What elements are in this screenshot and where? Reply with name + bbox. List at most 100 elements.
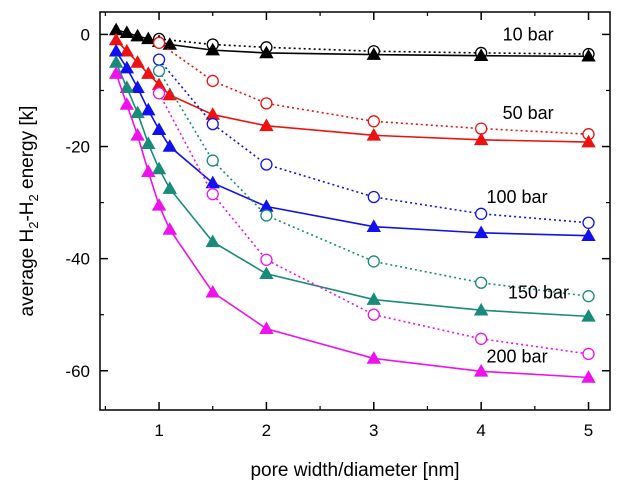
open-circle-point (152, 87, 166, 100)
triangle-point (119, 97, 135, 110)
series-layer: 10 bar 50 bar 100 bar 150 bar 200 bar (108, 22, 596, 383)
open-circle-point (206, 74, 219, 88)
y-axis-title-pre: average H (17, 229, 38, 317)
open-circle-point (475, 122, 488, 135)
triangle-point (108, 32, 124, 46)
open-circle-point (367, 115, 380, 128)
series-solid-line (115, 50, 589, 237)
series-dotted-line (158, 92, 589, 355)
open-circle-point (206, 154, 219, 167)
triangle-point (366, 292, 381, 305)
open-circle-point (367, 255, 380, 268)
triangle-point (581, 370, 596, 383)
triangle-point (151, 161, 167, 175)
open-circle-point (152, 36, 166, 49)
series-3: 100 bar (108, 43, 596, 241)
triangle-point (108, 43, 124, 57)
triangle-point (581, 228, 596, 241)
open-circle-point (260, 253, 273, 266)
series-label: 200 bar (487, 347, 548, 367)
triangle-point (205, 284, 220, 298)
y-axis-title: average H2-H2 energy [k] (17, 106, 41, 317)
series-dotted-line (158, 38, 589, 55)
triangle-point (162, 181, 177, 194)
triangle-point (151, 122, 167, 135)
triangle-point (259, 45, 274, 59)
series-2: 50 bar (108, 32, 596, 148)
triangle-point (259, 321, 274, 334)
triangle-point (141, 102, 156, 116)
triangle-point (205, 234, 220, 248)
x-tick-label: 4 (476, 421, 485, 440)
series-5: 200 bar (108, 66, 596, 383)
series-4: 150 bar (108, 55, 596, 322)
triangle-point (130, 28, 145, 42)
triangle-point (259, 266, 274, 280)
y-tick-label: -40 (65, 250, 90, 269)
triangle-point (130, 55, 145, 68)
triangle-point (162, 222, 177, 235)
x-tick-label: 2 (262, 421, 271, 440)
triangle-point (130, 128, 145, 141)
y-axis-title-sub2: 2 (26, 194, 41, 201)
triangle-point (581, 48, 596, 62)
triangle-point (473, 364, 489, 377)
y-axis-title-post: energy [k] (17, 106, 38, 195)
triangle-point (130, 80, 145, 93)
triangle-point (366, 128, 381, 141)
text-layer: pore width/diameter [nm] average H2-H2 e… (17, 106, 460, 481)
y-tick-label: -60 (65, 362, 90, 381)
open-circle-point (152, 53, 166, 66)
triangle-point (141, 66, 156, 79)
open-circle-point (206, 188, 219, 201)
y-tick-label: 0 (81, 25, 90, 44)
open-circle-point (206, 117, 219, 131)
triangle-point (205, 42, 220, 56)
open-circle-point (582, 216, 595, 229)
triangle-point (151, 198, 167, 211)
x-tick-label: 5 (584, 421, 593, 440)
triangle-point (366, 47, 381, 60)
series-label: 10 bar (503, 24, 554, 44)
open-circle-point (152, 64, 166, 78)
series-label: 150 bar (508, 282, 569, 302)
triangle-point (162, 37, 177, 50)
triangle-point (473, 48, 489, 61)
x-tick-label: 1 (154, 421, 163, 440)
series-dotted-line (158, 70, 589, 297)
x-tick-label: 3 (369, 421, 378, 440)
triangle-point (130, 105, 145, 119)
triangle-point (108, 66, 124, 79)
open-circle-point (367, 308, 380, 321)
triangle-point (473, 302, 489, 316)
triangle-point (581, 309, 596, 322)
series-1: 10 bar (108, 22, 596, 62)
triangle-point (473, 132, 489, 146)
triangle-point (162, 87, 177, 101)
triangle-point (162, 139, 177, 152)
triangle-point (581, 134, 596, 148)
open-circle-point (582, 347, 595, 361)
open-circle-point (260, 97, 273, 110)
open-circle-point (367, 190, 380, 204)
open-circle-point (475, 276, 488, 289)
triangle-point (119, 25, 135, 39)
triangle-point (141, 164, 156, 178)
series-label: 100 bar (487, 187, 548, 207)
triangle-point (366, 219, 381, 232)
series-label: 50 bar (503, 103, 554, 123)
triangle-point (259, 118, 274, 132)
y-tick-label: -20 (65, 138, 90, 157)
open-circle-point (260, 209, 273, 222)
y-axis-title-sub1: 2 (26, 222, 41, 229)
open-circle-point (475, 332, 488, 345)
triangle-point (119, 60, 135, 74)
triangle-point (141, 31, 156, 45)
open-circle-point (260, 158, 273, 171)
open-circle-point (582, 290, 595, 303)
y-axis-title-mid: -H (17, 201, 38, 221)
axes: 1 2 3 4 5 0 -20 -40 -60 (65, 11, 611, 440)
open-circle-point (475, 207, 488, 220)
triangle-point (205, 175, 220, 189)
